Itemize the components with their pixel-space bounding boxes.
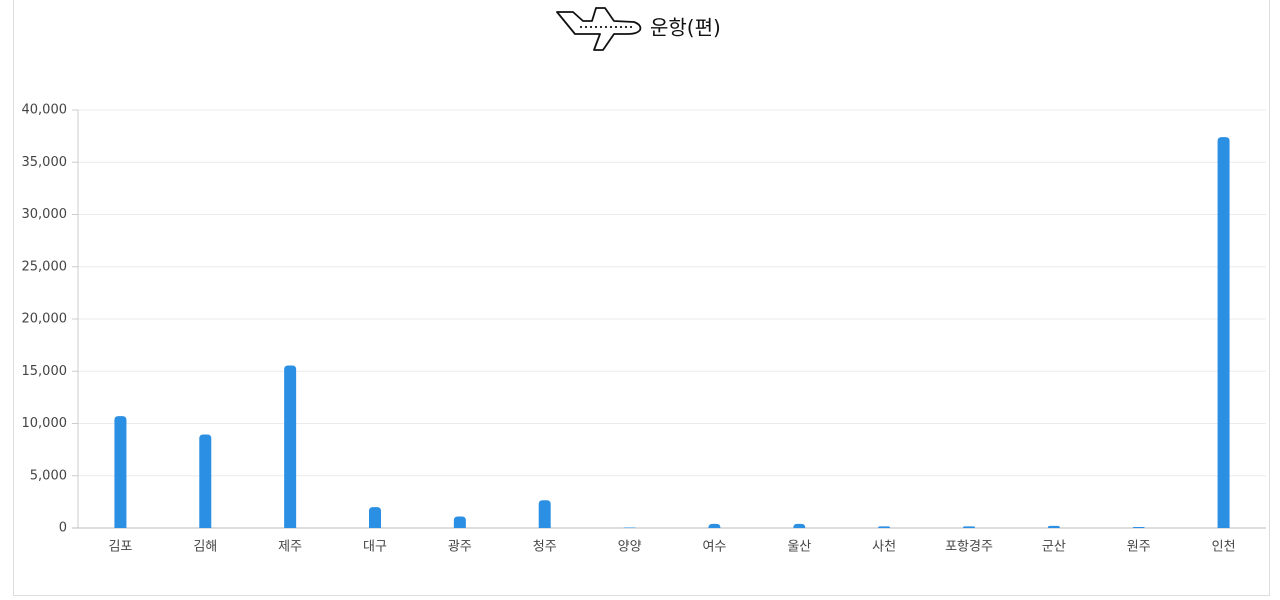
y-tick-label: 20,000 xyxy=(22,312,68,327)
x-tick-label: 울산 xyxy=(787,540,811,555)
y-tick-label: 0 xyxy=(59,521,67,536)
bar xyxy=(538,500,551,528)
y-tick-label: 10,000 xyxy=(22,416,68,431)
bar xyxy=(1047,525,1060,528)
y-tick-label: 5,000 xyxy=(30,468,67,483)
y-tick-label: 15,000 xyxy=(22,364,68,379)
x-tick-label: 인천 xyxy=(1212,540,1236,555)
y-tick-label: 25,000 xyxy=(22,259,68,274)
x-tick-label: 대구 xyxy=(363,540,387,555)
x-tick-label: 김해 xyxy=(193,540,217,555)
x-tick-label: 제주 xyxy=(278,540,302,555)
x-tick-label: 사천 xyxy=(872,540,896,555)
chart-title: 운항(편) xyxy=(650,16,721,40)
x-tick-label: 청주 xyxy=(533,540,557,555)
bar xyxy=(199,434,212,528)
bar xyxy=(623,527,636,528)
chart-frame xyxy=(13,0,1270,596)
bar xyxy=(878,526,891,528)
y-tick-label: 40,000 xyxy=(22,103,68,118)
bar xyxy=(793,523,806,528)
x-tick-label: 양양 xyxy=(618,540,642,555)
airplane-icon xyxy=(556,7,642,51)
y-tick-label: 30,000 xyxy=(22,207,68,222)
bar xyxy=(1217,137,1230,529)
bar xyxy=(708,523,721,528)
x-tick-label: 광주 xyxy=(448,540,472,555)
bar xyxy=(369,507,381,528)
bar xyxy=(1132,526,1145,528)
bar xyxy=(114,416,127,528)
x-tick-label: 원주 xyxy=(1127,540,1151,555)
x-tick-label: 포항경주 xyxy=(945,540,993,555)
y-tick-label: 35,000 xyxy=(22,155,68,170)
x-tick-label: 여수 xyxy=(702,540,726,555)
bar xyxy=(284,365,297,528)
bar xyxy=(963,526,975,528)
x-tick-label: 군산 xyxy=(1042,540,1066,555)
x-tick-label: 김포 xyxy=(108,540,132,555)
bar xyxy=(453,516,466,528)
